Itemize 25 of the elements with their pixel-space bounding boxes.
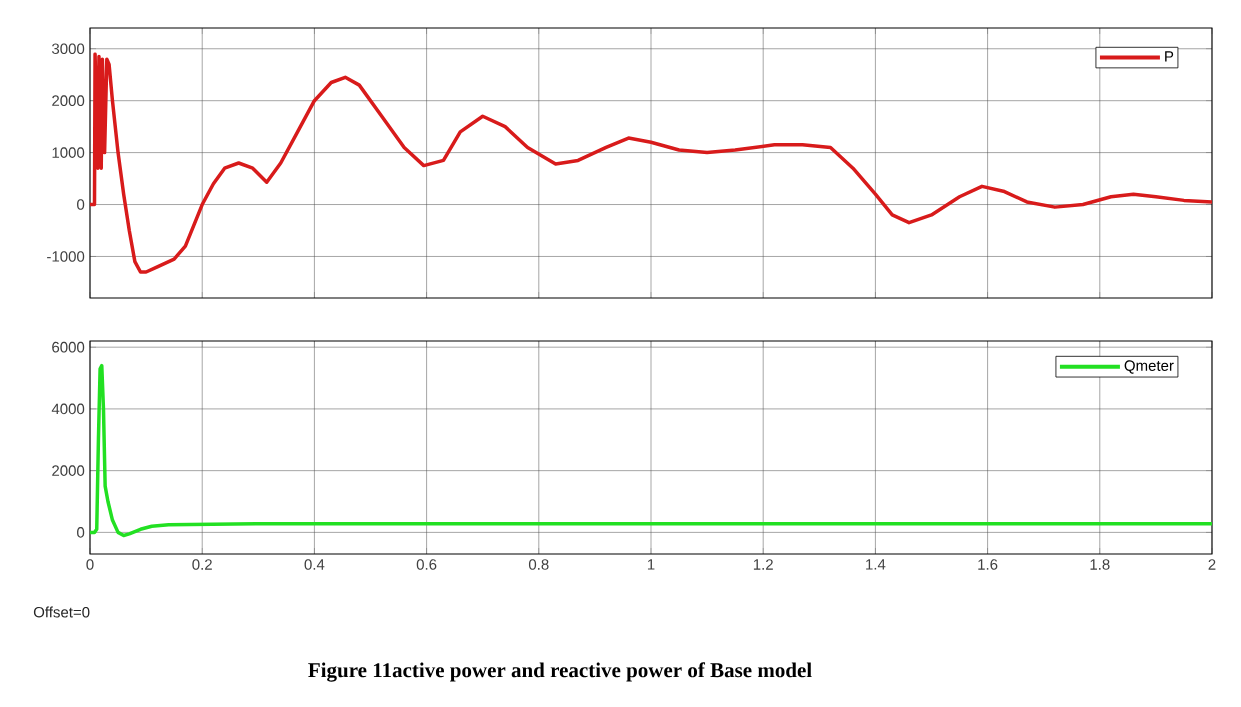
x-tick-label: 2 xyxy=(1208,559,1216,570)
x-tick-label: 1.4 xyxy=(866,559,886,570)
y-tick-label: 2000 xyxy=(52,95,85,106)
x-tick-label: 0.4 xyxy=(304,559,325,570)
y-tick-label: 0 xyxy=(77,199,85,210)
y-tick-label: -1000 xyxy=(47,251,85,262)
y-tick-label: 1000 xyxy=(52,147,85,158)
x-tick-label: 0.2 xyxy=(192,559,212,570)
y-tick-label: 0 xyxy=(77,527,85,538)
x-tick-label: 1.2 xyxy=(753,559,773,570)
y-tick-label: 2000 xyxy=(52,465,85,476)
legend-label: P xyxy=(1165,51,1174,62)
y-tick-label: 3000 xyxy=(52,43,85,55)
x-tick-label: 1 xyxy=(647,559,655,570)
line-series xyxy=(90,52,1212,274)
x-tick-label: 0 xyxy=(86,559,94,570)
caption: Figure 11active power and reactive power of Base model xyxy=(308,662,812,682)
x-tick-label: 1.6 xyxy=(978,559,998,570)
x-tick-label: 1.8 xyxy=(1090,559,1110,570)
x-tick-label: 0.6 xyxy=(416,559,437,570)
y-tick-label: 4000 xyxy=(51,403,85,415)
y-tick-label: 6000 xyxy=(52,341,85,353)
legend-label: Qmeter xyxy=(1124,360,1174,374)
x-tick-label: 0.8 xyxy=(528,559,549,570)
text: Offset=0 xyxy=(33,606,90,618)
